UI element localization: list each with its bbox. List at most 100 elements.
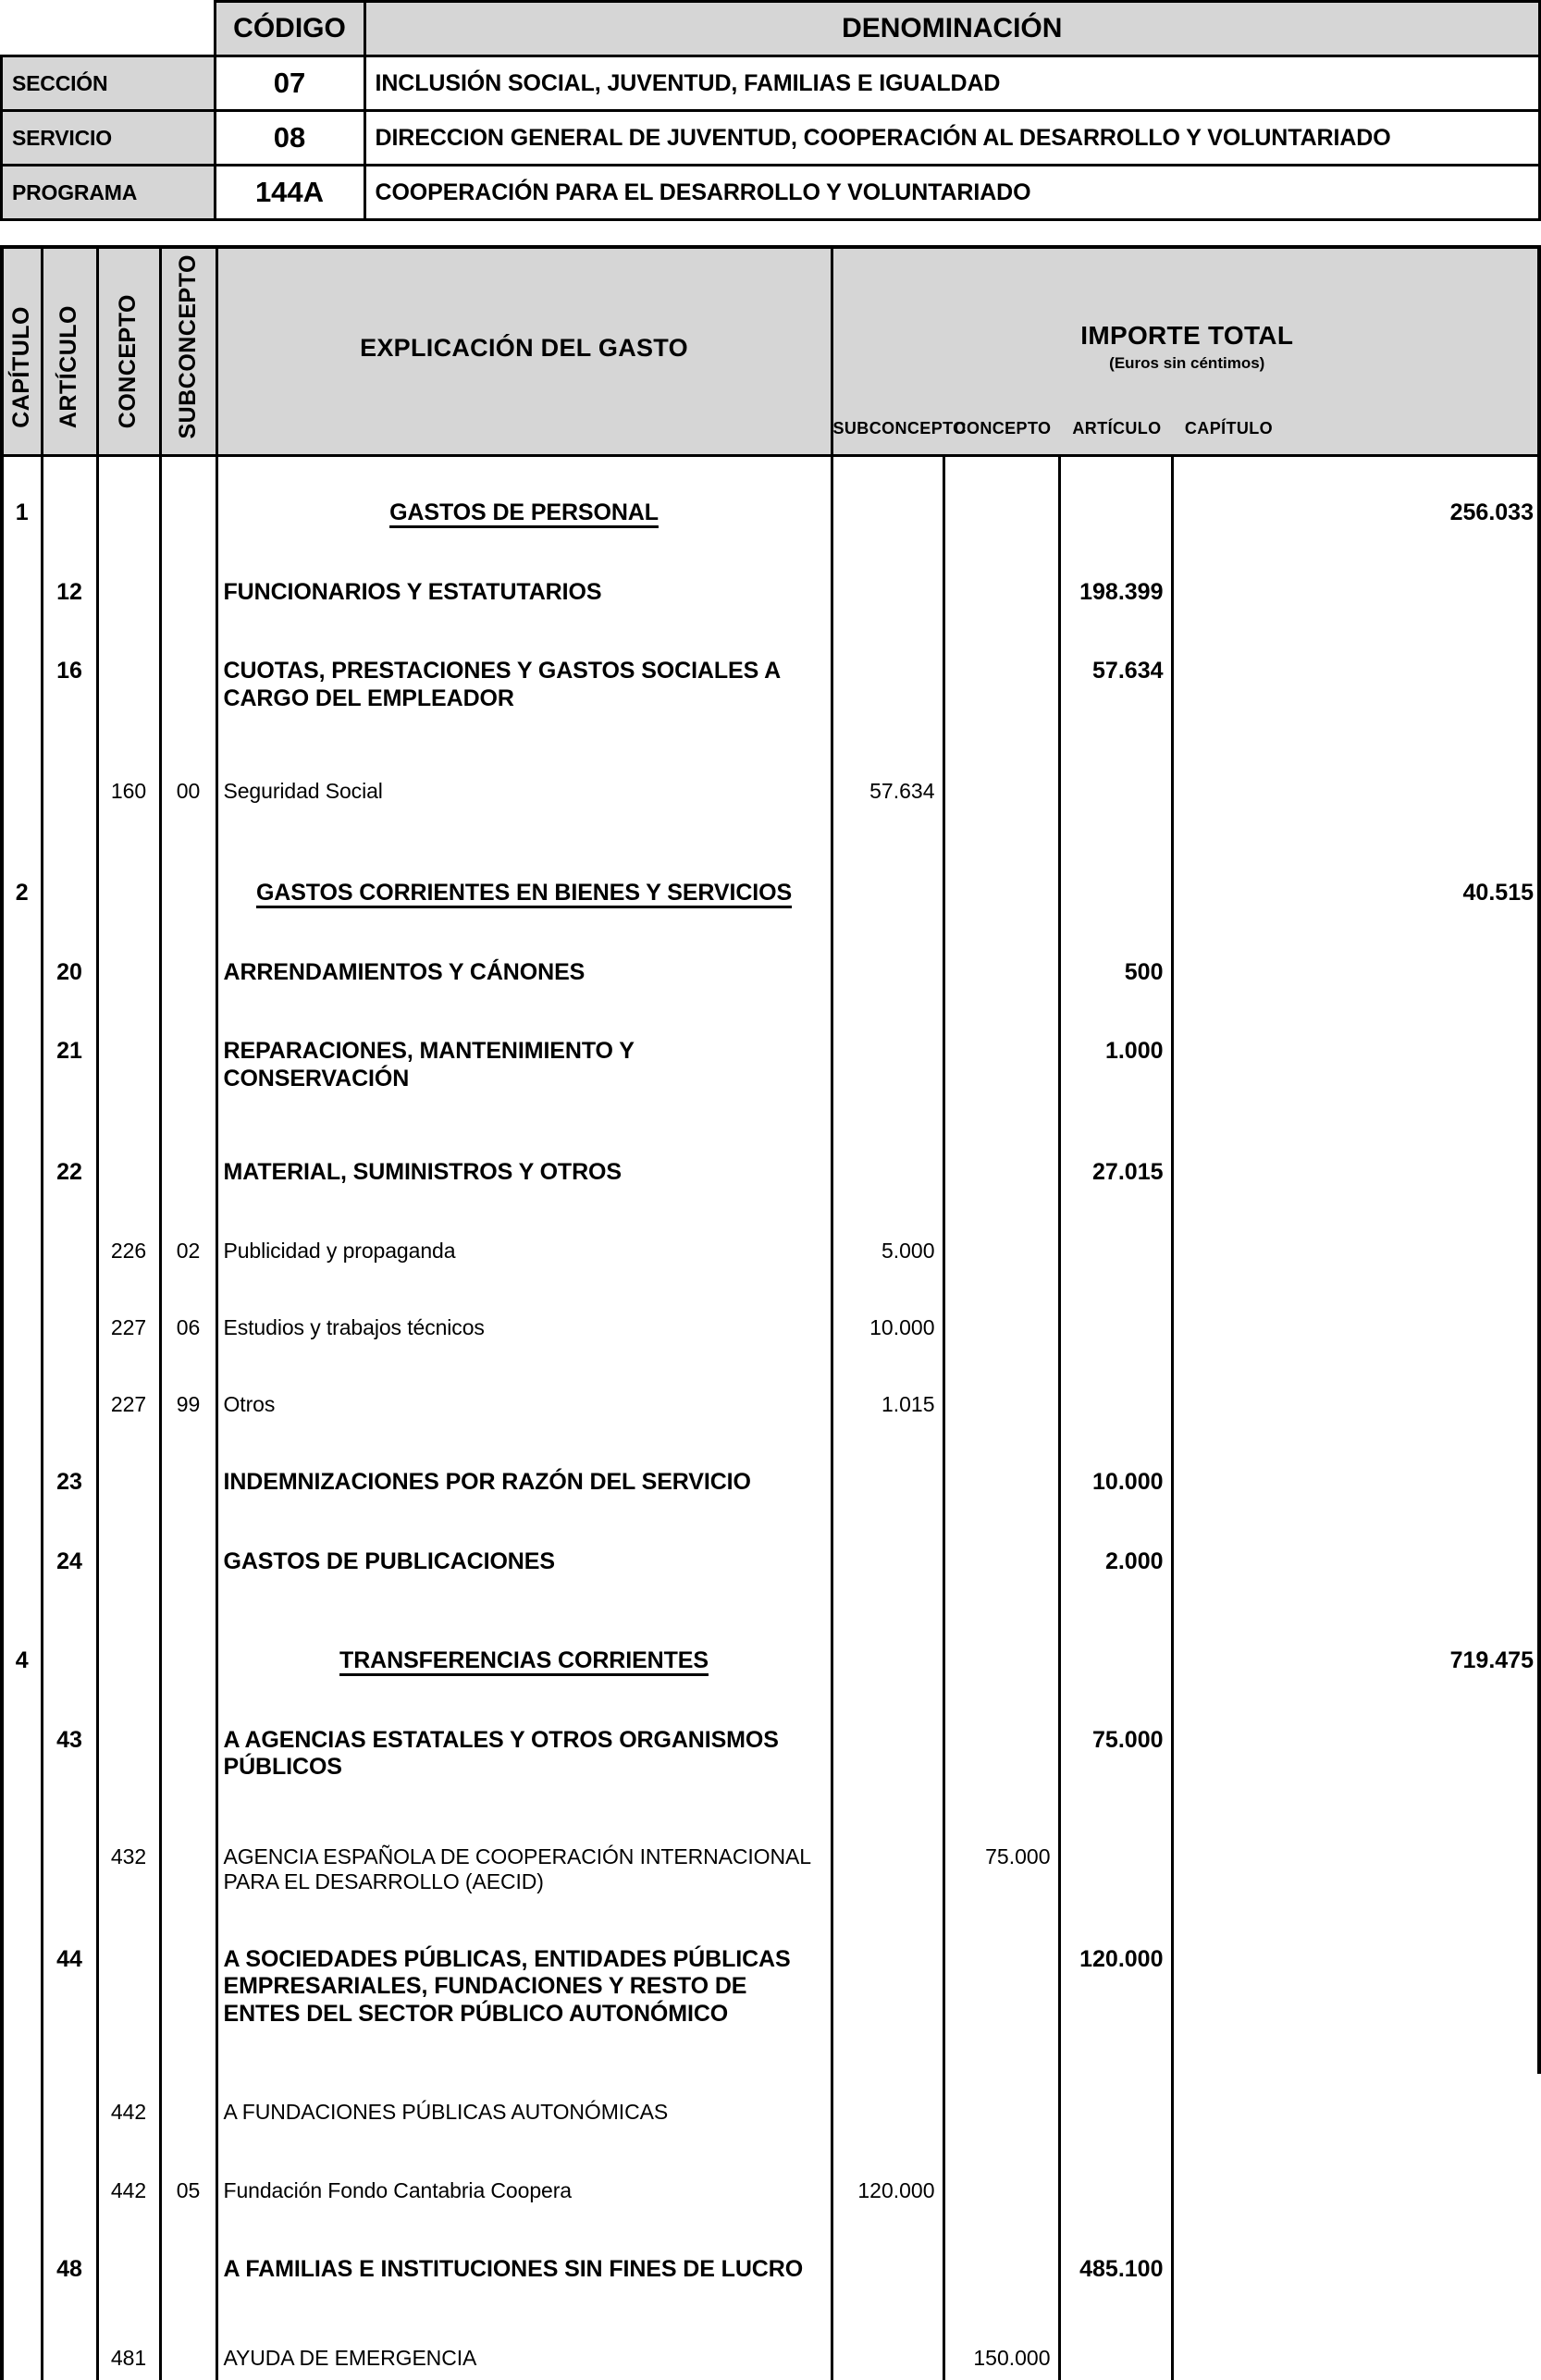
cell-subconcepto-code: 00 (160, 768, 216, 813)
table-spacer-row (2, 1196, 1541, 1227)
cell-subconcepto-code (160, 1833, 216, 1904)
header-importe-total-title: IMPORTE TOTAL (833, 321, 1541, 351)
table-spacer-row (2, 917, 1541, 948)
cell-articulo-code (42, 2167, 97, 2213)
cell-capitulo-code (2, 1716, 42, 1791)
cell-explicacion: CUOTAS, PRESTACIONES Y GASTOS SOCIALES A… (216, 647, 832, 721)
cell-articulo-code: 43 (42, 1716, 97, 1791)
cell-concepto-code (97, 488, 160, 536)
identification-row-seccion: SECCIÓN 07 INCLUSIÓN SOCIAL, JUVENTUD, F… (2, 56, 1540, 111)
budget-table-header-row: CAPÍTULO ARTÍCULO CONCEPTO SUBCONCEPTO E… (2, 247, 1541, 456)
cell-articulo-code (42, 869, 97, 917)
cell-concepto-code (97, 2245, 160, 2293)
cell-amount-articulo (1059, 1381, 1172, 1426)
programa-denomination: COOPERACIÓN PARA EL DESARROLLO Y VOLUNTA… (364, 166, 1540, 220)
cell-amount-concepto (943, 647, 1059, 721)
table-spacer-row (2, 2134, 1541, 2167)
cell-amount-articulo: 120.000 (1059, 1935, 1172, 2038)
cell-subconcepto-code: 05 (160, 2167, 216, 2213)
cell-capitulo-code: 1 (2, 488, 42, 536)
cell-amount-concepto (943, 2245, 1059, 2293)
cell-explicacion: AYUDA DE EMERGENCIA (216, 2335, 832, 2380)
table-spacer-row (2, 1102, 1541, 1148)
cell-amount-articulo (1059, 2089, 1172, 2134)
cell-articulo-code (42, 488, 97, 536)
cell-amount-concepto (943, 1716, 1059, 1791)
cell-subconcepto-code (160, 647, 216, 721)
cell-capitulo-code (2, 1027, 42, 1102)
cell-capitulo-code (2, 1304, 42, 1350)
cell-articulo-code (42, 2089, 97, 2134)
cell-amount-concepto (943, 1148, 1059, 1196)
cell-explicacion: REPARACIONES, MANTENIMIENTO Y CONSERVACI… (216, 1027, 832, 1102)
cell-capitulo-code (2, 768, 42, 813)
cell-capitulo-code (2, 1227, 42, 1273)
header-concepto-label: CONCEPTO (115, 294, 142, 428)
cell-concepto-code: 227 (97, 1381, 160, 1426)
table-spacer-row (2, 2214, 1541, 2245)
cell-capitulo-code (2, 2335, 42, 2380)
cell-concepto-code: 227 (97, 1304, 160, 1350)
seccion-code: 07 (215, 56, 364, 111)
cell-subconcepto-code: 02 (160, 1227, 216, 1273)
cell-concepto-code (97, 1636, 160, 1684)
cell-explicacion: A SOCIEDADES PÚBLICAS, ENTIDADES PÚBLICA… (216, 1935, 832, 2038)
cell-amount-subconcepto (832, 1458, 943, 1506)
cell-amount-capitulo (1172, 2167, 1541, 2213)
header-importe-units: (Euros sin céntimos) (833, 354, 1541, 373)
cell-capitulo-code (2, 1148, 42, 1196)
table-spacer-row (2, 1273, 1541, 1304)
cell-amount-subconcepto (832, 1935, 943, 2038)
table-spacer-row (2, 2292, 1541, 2335)
cell-amount-subconcepto (832, 1027, 943, 1102)
cell-amount-concepto (943, 1027, 1059, 1102)
cell-amount-subconcepto: 57.634 (832, 768, 943, 813)
cell-capitulo-code (2, 1537, 42, 1585)
cell-amount-subconcepto (832, 1716, 943, 1791)
cell-amount-subconcepto (832, 568, 943, 616)
cell-amount-concepto (943, 948, 1059, 996)
cell-amount-subconcepto (832, 2335, 943, 2380)
cell-articulo-code (42, 1833, 97, 1904)
cell-subconcepto-code (160, 568, 216, 616)
cell-explicacion: Fundación Fondo Cantabria Coopera (216, 2167, 832, 2213)
cell-amount-concepto (943, 1935, 1059, 2038)
table-spacer-row (2, 2037, 1541, 2089)
cell-amount-articulo: 57.634 (1059, 647, 1172, 721)
cell-concepto-code: 226 (97, 1227, 160, 1273)
cell-amount-articulo (1059, 2335, 1172, 2380)
cell-amount-capitulo (1172, 1537, 1541, 1585)
cell-subconcepto-code (160, 1935, 216, 2038)
table-frame-left (0, 245, 4, 2074)
cell-amount-capitulo (1172, 1148, 1541, 1196)
identification-corner-blank (2, 2, 216, 56)
cell-concepto-code: 432 (97, 1833, 160, 1904)
programa-code: 144A (215, 166, 364, 220)
cell-amount-subconcepto: 120.000 (832, 2167, 943, 2213)
identification-table: CÓDIGO DENOMINACIÓN SECCIÓN 07 INCLUSIÓN… (0, 0, 1541, 221)
table-spacer-row (2, 1904, 1541, 1935)
cell-amount-capitulo (1172, 1304, 1541, 1350)
cell-amount-articulo: 2.000 (1059, 1537, 1172, 1585)
codigo-column-header: CÓDIGO (215, 2, 364, 56)
cell-amount-concepto (943, 1458, 1059, 1506)
cell-explicacion: Seguridad Social (216, 768, 832, 813)
header-amount-subcolumns: SUBCONCEPTO CONCEPTO ARTÍCULO CAPÍTULO (833, 417, 1541, 454)
table-spacer-row (2, 813, 1541, 869)
header-capitulo: CAPÍTULO (2, 247, 42, 456)
identification-row-servicio: SERVICIO 08 DIRECCION GENERAL DE JUVENTU… (2, 111, 1540, 166)
table-spacer-row (2, 995, 1541, 1027)
budget-table: CAPÍTULO ARTÍCULO CONCEPTO SUBCONCEPTO E… (0, 245, 1541, 2380)
cell-articulo-code: 44 (42, 1935, 97, 2038)
